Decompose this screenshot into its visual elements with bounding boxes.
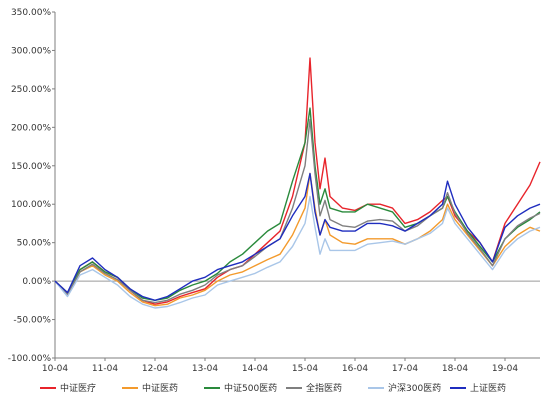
legend-item-label: 全指医药 bbox=[306, 382, 342, 394]
legend-item-label: 中证500医药 bbox=[224, 382, 277, 394]
x-tick-label: 13-04 bbox=[192, 364, 218, 374]
legend-item-label: 中证医疗 bbox=[60, 382, 96, 394]
y-tick-label: -100.00% bbox=[8, 354, 52, 364]
y-tick-label: 300.00% bbox=[11, 46, 51, 56]
x-tick-label: 15-04 bbox=[292, 364, 318, 374]
x-tick-label: 14-04 bbox=[242, 364, 268, 374]
x-tick-label: 19-04 bbox=[492, 364, 518, 374]
series-line bbox=[54, 107, 541, 301]
y-tick-label: 150.00% bbox=[11, 162, 51, 172]
chart-axes: 350.00% 300.00% 250.00% 200.00% 150.00% 100.0… bbox=[8, 8, 540, 374]
series-line bbox=[54, 57, 541, 305]
y-tick-label: 100.00% bbox=[11, 200, 51, 210]
series-line bbox=[54, 195, 541, 309]
x-tick-label: 16-04 bbox=[342, 364, 368, 374]
y-tick-label: 0.00% bbox=[22, 277, 51, 287]
x-tick-label: 11-04 bbox=[92, 364, 118, 374]
legend-item-label: 上证医药 bbox=[470, 383, 506, 394]
x-tick-label: 12-04 bbox=[142, 364, 168, 374]
series-line bbox=[54, 118, 541, 304]
y-tick-label: -50.00% bbox=[13, 316, 51, 326]
chart-series-lines bbox=[54, 57, 541, 309]
chart-legend: 中证医疗 中证医药 中证500医药 全指医药 沪深300医药 上证医药 bbox=[40, 382, 506, 394]
y-tick-label: 250.00% bbox=[11, 85, 51, 95]
series-line bbox=[54, 172, 541, 301]
x-tick-label: 17-04 bbox=[392, 364, 418, 374]
legend-item-label: 中证医药 bbox=[142, 382, 178, 394]
y-tick-label: 350.00% bbox=[11, 8, 51, 18]
y-tick-label: 50.00% bbox=[17, 239, 52, 249]
y-tick-label: 200.00% bbox=[11, 123, 51, 133]
legend-item-label: 沪深300医药 bbox=[388, 382, 441, 394]
x-tick-label: 18-04 bbox=[442, 364, 468, 374]
x-tick-label: 10-04 bbox=[42, 364, 68, 374]
